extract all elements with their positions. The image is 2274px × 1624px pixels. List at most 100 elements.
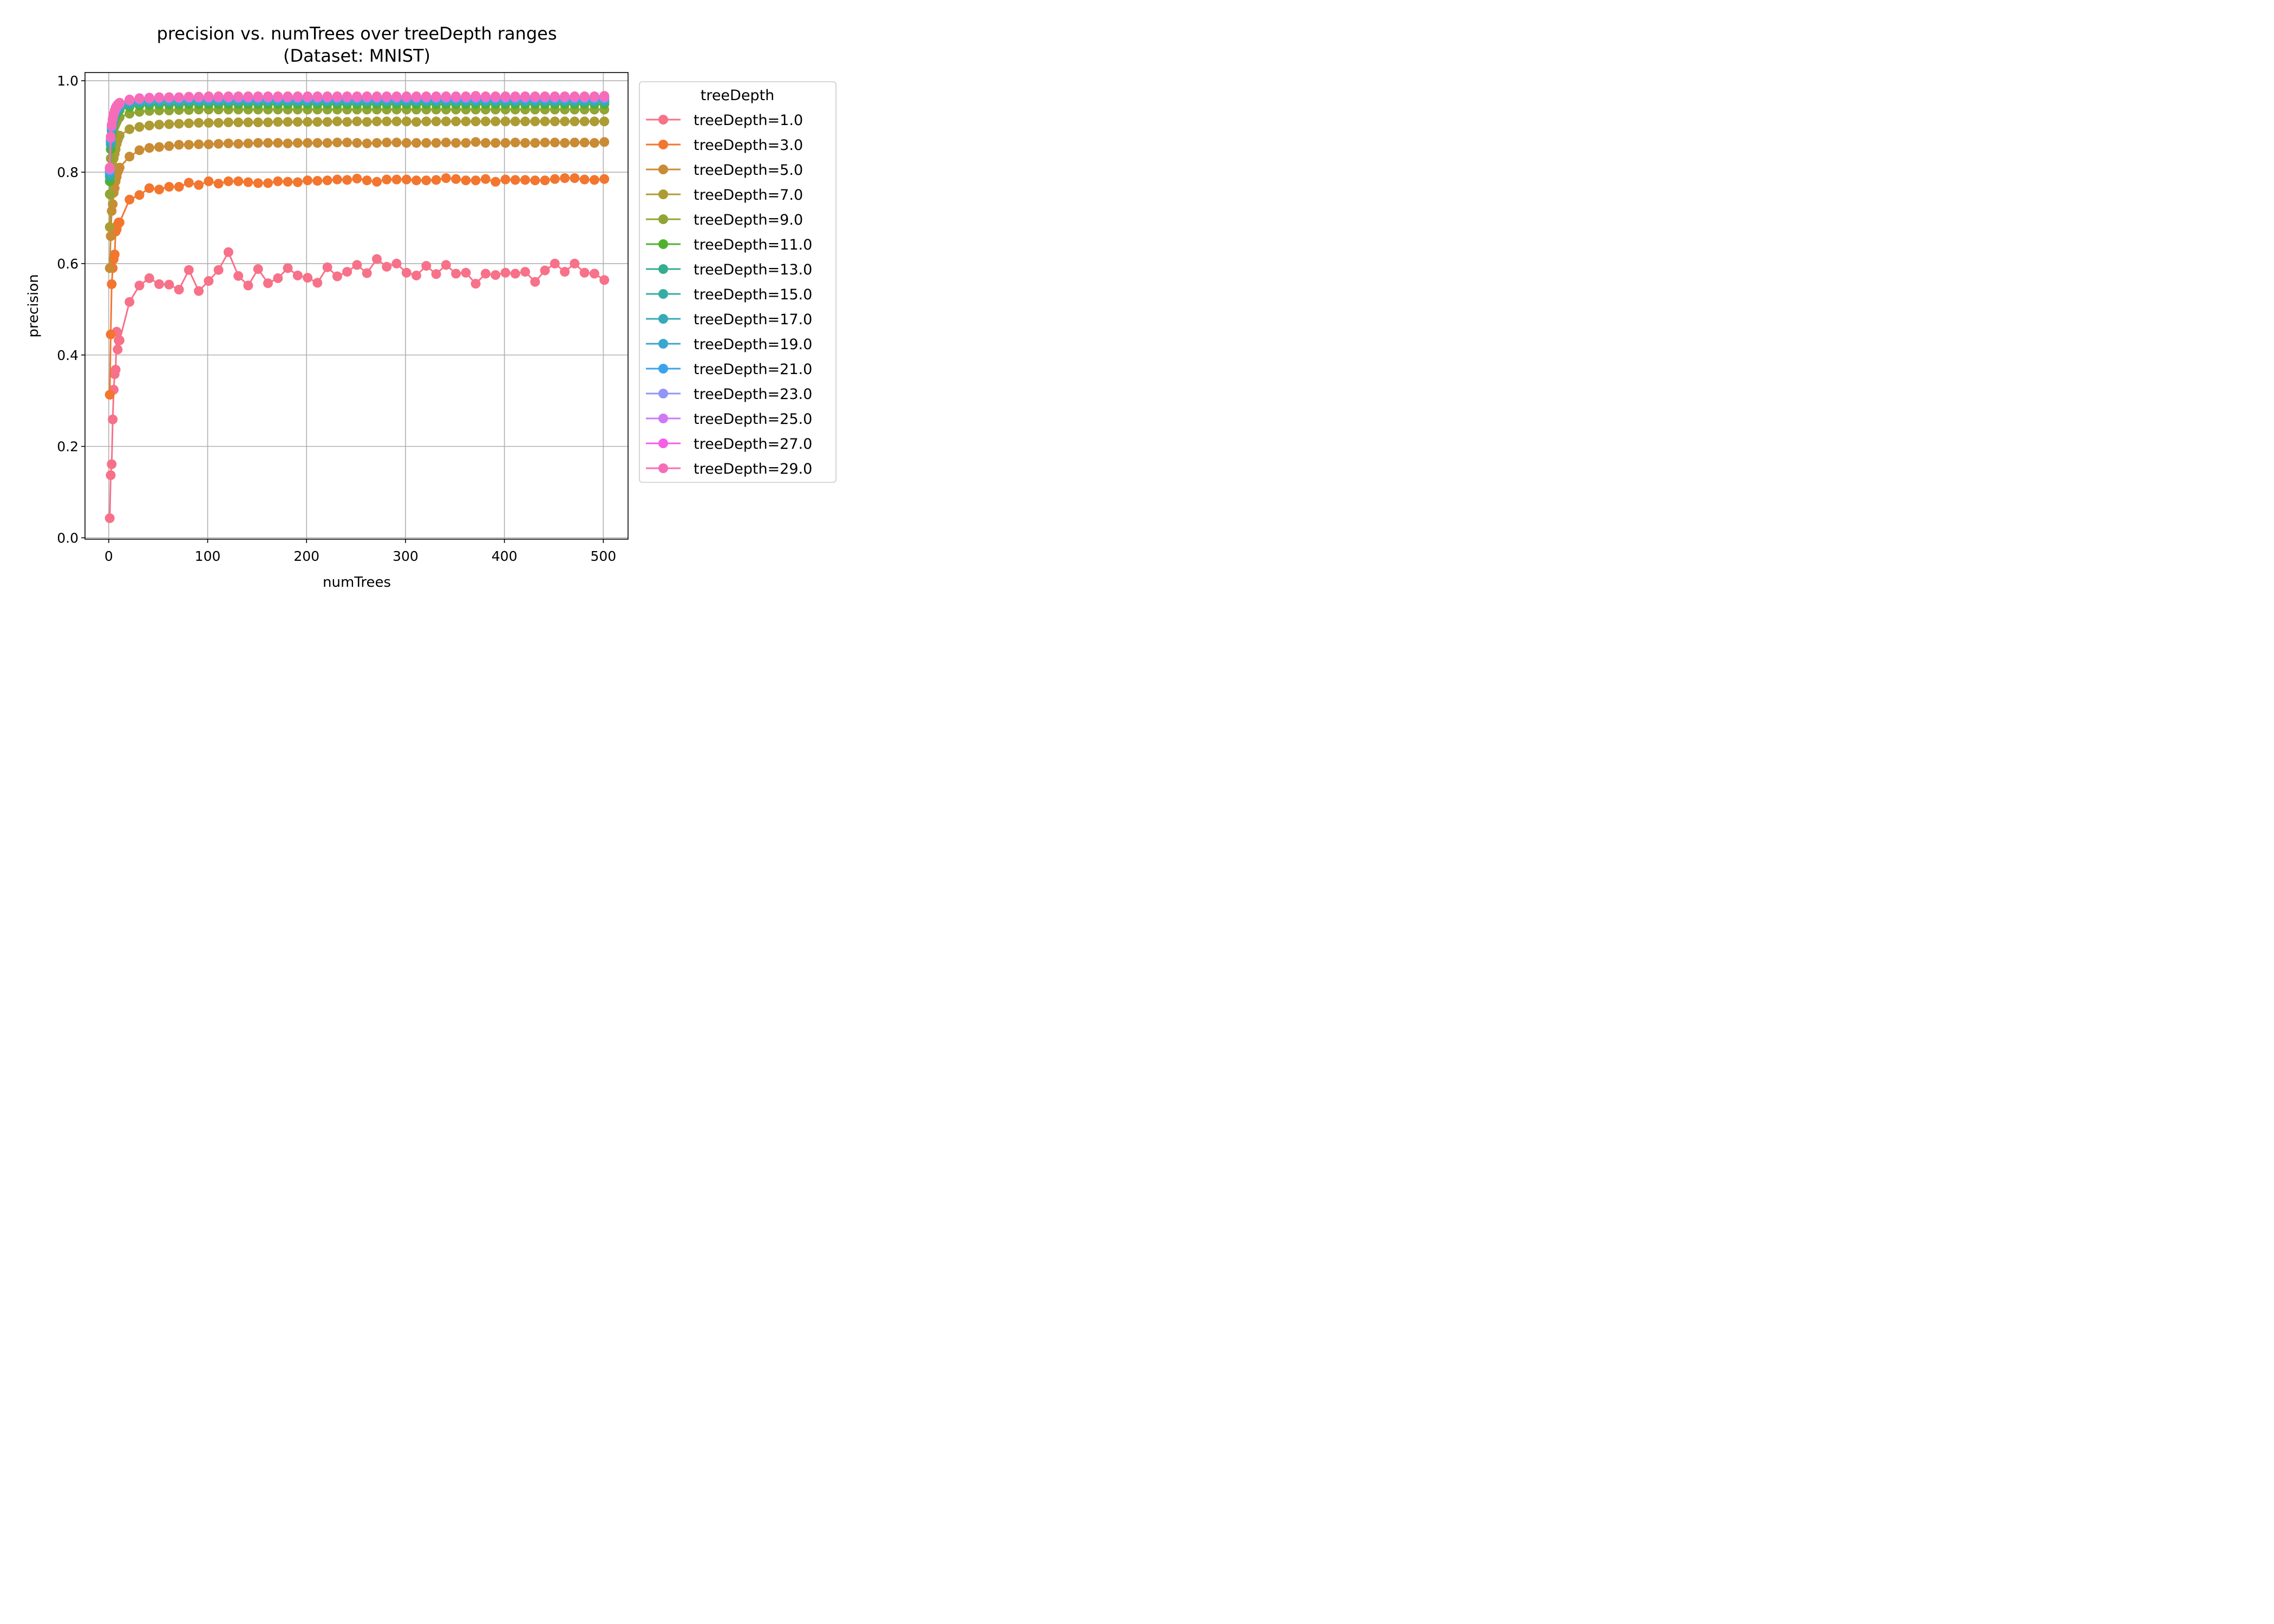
data-point (184, 140, 194, 150)
data-point (283, 91, 293, 101)
data-point (223, 138, 233, 148)
data-point (560, 116, 570, 127)
data-point (461, 138, 471, 148)
data-point (461, 91, 471, 101)
data-point (491, 176, 501, 187)
data-point (401, 91, 411, 101)
data-point (540, 265, 550, 276)
data-point (510, 91, 520, 101)
data-point (273, 273, 283, 283)
data-point (312, 138, 323, 148)
data-point (560, 138, 570, 148)
data-point (431, 116, 441, 127)
data-point (213, 91, 224, 101)
data-point (579, 91, 590, 101)
data-point (382, 174, 392, 185)
data-point (342, 117, 352, 127)
data-point (233, 271, 244, 281)
data-point (500, 91, 511, 101)
x-tick-label: 500 (590, 548, 616, 564)
data-point (109, 250, 120, 259)
data-point (510, 116, 520, 127)
data-point (273, 138, 283, 148)
data-point (303, 273, 313, 283)
data-point (104, 513, 115, 523)
x-tick-label: 300 (393, 548, 419, 564)
data-point (253, 264, 263, 274)
legend-items: treeDepth=1.0 treeDepth=3.0 treeDepth=5.0 t… (646, 112, 812, 477)
data-point (283, 117, 293, 127)
y-tick-label: 0.2 (57, 439, 79, 455)
data-point (411, 175, 421, 186)
data-point (204, 176, 214, 186)
data-point (283, 138, 293, 148)
data-point (391, 174, 402, 185)
data-point (421, 138, 432, 148)
data-point (520, 138, 530, 148)
data-point (480, 174, 491, 184)
data-point (411, 91, 421, 101)
legend-item: treeDepth=17.0 (646, 311, 812, 328)
data-point (342, 175, 352, 185)
data-point (391, 116, 402, 127)
data-point (164, 92, 174, 102)
legend-swatch-marker (658, 289, 668, 299)
data-point (233, 117, 244, 127)
data-point (292, 138, 303, 148)
data-point (332, 174, 342, 185)
data-point (372, 91, 382, 101)
legend-swatch-marker (658, 438, 668, 448)
data-point (589, 116, 599, 127)
y-tick-label: 0.6 (57, 256, 79, 272)
data-point (263, 138, 273, 148)
data-point (312, 117, 323, 127)
data-point (204, 139, 214, 149)
data-point (134, 280, 145, 291)
chart-subtitle: (Dataset: MNIST) (283, 45, 430, 66)
legend: treeDepth treeDepth=1.0treeDepth=3.0tree… (639, 81, 837, 483)
legend-label: treeDepth=1.0 (694, 112, 803, 129)
data-point (461, 267, 471, 278)
data-point (104, 263, 115, 273)
data-point (589, 269, 599, 279)
data-point (144, 143, 154, 153)
data-point (480, 269, 491, 279)
data-point (431, 138, 441, 148)
data-point (253, 138, 263, 148)
data-point (550, 116, 560, 127)
data-point (104, 162, 115, 173)
data-point (570, 91, 580, 101)
data-point (352, 138, 362, 148)
data-point (352, 173, 362, 184)
data-point (441, 91, 451, 101)
data-point (382, 91, 392, 101)
y-tick-label: 1.0 (57, 73, 79, 89)
data-point (540, 175, 550, 186)
legend-label: treeDepth=29.0 (694, 461, 812, 477)
data-point (540, 116, 550, 127)
data-point (253, 91, 263, 101)
data-point (104, 390, 115, 400)
series-treeDepth=29.0 (104, 91, 610, 173)
data-point (194, 286, 204, 296)
data-point (530, 175, 540, 186)
legend-swatch-marker (658, 339, 668, 349)
data-point (223, 176, 233, 186)
legend-swatch-marker (658, 314, 668, 324)
data-point (451, 174, 461, 184)
data-point (500, 116, 511, 127)
data-point (144, 93, 154, 103)
legend-swatch-marker (658, 414, 668, 423)
data-point (411, 117, 421, 127)
x-tick-label: 0 (104, 548, 113, 564)
legend-label: treeDepth=3.0 (694, 137, 803, 154)
data-point (441, 260, 451, 270)
data-point (421, 116, 432, 127)
data-point (362, 268, 372, 278)
data-point (491, 138, 501, 148)
data-point (382, 116, 392, 127)
data-point (108, 199, 118, 209)
legend-label: treeDepth=25.0 (694, 411, 812, 428)
legend-item: treeDepth=21.0 (646, 361, 812, 378)
data-point (342, 137, 352, 148)
